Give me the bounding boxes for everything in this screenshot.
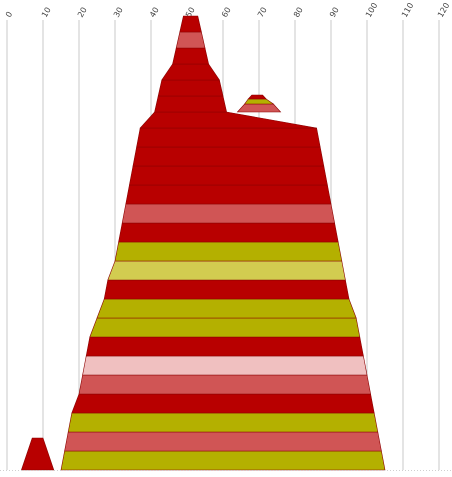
band-9 — [103, 279, 350, 300]
x-tick-label: 70 — [256, 6, 269, 19]
band-22 — [172, 47, 209, 65]
x-tick-labels: 0 10 20 30 40 50 60 70 80 90 100 110 120 — [4, 1, 451, 19]
band-15 — [129, 165, 328, 186]
band-3 — [71, 393, 375, 414]
band-5 — [82, 355, 368, 376]
x-tick-label: 20 — [76, 6, 89, 19]
band-7 — [89, 317, 361, 338]
band-10 — [107, 260, 346, 281]
band-13 — [121, 203, 335, 224]
side-peak-band-2 — [247, 94, 267, 100]
band-1 — [64, 431, 382, 452]
band-21 — [161, 63, 220, 81]
x-tick-label: 10 — [40, 6, 53, 19]
x-tick-label: 40 — [148, 6, 161, 19]
band-20 — [157, 79, 224, 97]
x-tick-label: 100 — [364, 1, 379, 19]
band-19 — [154, 95, 227, 113]
band-16 — [132, 146, 325, 167]
side-peak-band-1 — [244, 98, 275, 105]
band-14 — [125, 184, 332, 205]
band-0 — [60, 450, 386, 471]
band-17 — [136, 127, 321, 148]
x-tick-label: 120 — [436, 1, 451, 19]
x-tick-label: 60 — [220, 6, 233, 19]
band-23 — [175, 31, 206, 49]
x-tick-label: 50 — [184, 6, 197, 19]
x-tick-label: 30 — [112, 6, 125, 19]
band-24 — [179, 15, 202, 33]
x-tick-label: 90 — [328, 6, 341, 19]
chart-bands — [20, 15, 386, 471]
band-2 — [67, 412, 379, 433]
small-peak — [20, 437, 55, 471]
x-tick-label: 110 — [400, 1, 415, 19]
side-peak-band-0 — [236, 103, 282, 113]
band-11 — [114, 241, 343, 262]
band-12 — [118, 222, 339, 243]
x-tick-label: 80 — [292, 6, 305, 19]
x-tick-label: 0 — [4, 10, 14, 19]
band-8 — [96, 298, 357, 319]
band-4 — [78, 374, 371, 395]
band-6 — [85, 336, 364, 357]
band-18 — [139, 111, 317, 129]
